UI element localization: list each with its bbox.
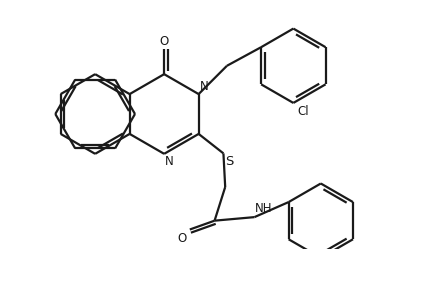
Text: O: O	[177, 232, 186, 245]
Text: S: S	[225, 155, 234, 168]
Text: Cl: Cl	[297, 105, 309, 118]
Text: O: O	[159, 35, 169, 48]
Text: N: N	[200, 80, 208, 93]
Text: N: N	[165, 155, 174, 168]
Text: NH: NH	[255, 202, 273, 215]
